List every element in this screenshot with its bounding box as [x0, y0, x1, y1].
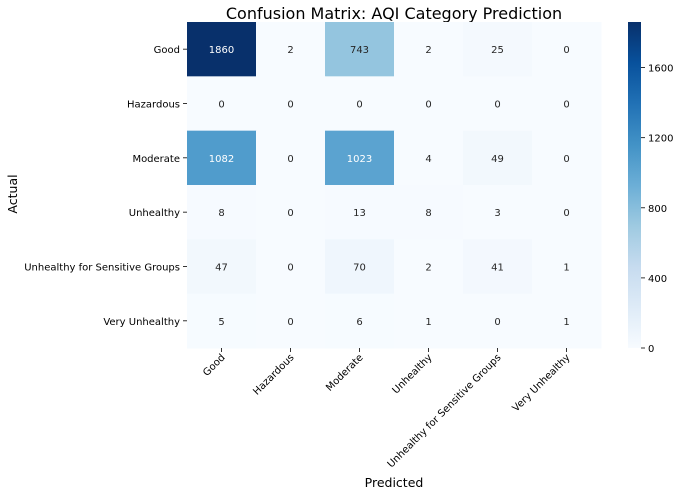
heatmap-cell [532, 239, 602, 295]
y-axis-ticks: Good Hazardous Moderate Unhealthy Unhealthy … [24, 45, 187, 328]
cell-value-label: 0 [287, 208, 293, 219]
cell-value-label: 0 [563, 99, 569, 110]
heatmap-cell [256, 239, 326, 295]
heatmap-cell [394, 239, 464, 295]
heatmap-cell [187, 76, 257, 132]
cell-value-label: 5 [218, 317, 224, 328]
cell-value-label: 1860 [209, 45, 234, 56]
y-tick-label: Moderate [132, 154, 180, 165]
x-tick-label: Hazardous [251, 352, 296, 397]
heatmap-cell [532, 184, 602, 240]
cell-value-label: 0 [287, 262, 293, 273]
cell-value-label: 2 [425, 45, 431, 56]
cell-value-label: 743 [350, 45, 369, 56]
heatmap-cell [187, 293, 257, 349]
heatmap-cell [532, 76, 602, 132]
cell-value-label: 0 [494, 317, 500, 328]
heatmap-cell [463, 184, 533, 240]
cell-value-label: 1 [563, 262, 569, 273]
y-axis-label: Actual [5, 174, 20, 213]
heatmap-cell [463, 76, 533, 132]
x-tick-label: Very Unhealthy [511, 352, 573, 414]
x-tick-label: Moderate [324, 352, 365, 393]
x-tick-label: Good [201, 352, 227, 378]
x-axis-ticks: Good Hazardous Moderate UnhealthyUnhealthy … [201, 347, 573, 470]
cell-value-label: 8 [425, 208, 431, 219]
cell-value-label: 0 [425, 99, 431, 110]
cell-value-label: 25 [491, 45, 504, 56]
cell-value-label: 0 [563, 154, 569, 165]
colorbar-tick-label: 0 [648, 344, 654, 355]
y-tick-label: Good [154, 45, 180, 56]
cell-value-label: 0 [494, 99, 500, 110]
cell-value-label: 0 [287, 99, 293, 110]
heatmap-cell [394, 293, 464, 349]
heatmap-cell [394, 76, 464, 132]
cell-value-label: 2 [425, 262, 431, 273]
heatmap-cell [463, 293, 533, 349]
heatmap-cell [325, 22, 395, 77]
cell-value-label: 0 [287, 317, 293, 328]
cell-value-label: 2 [287, 45, 293, 56]
cell-value-label: 0 [218, 99, 224, 110]
cell-value-label: 0 [563, 45, 569, 56]
x-tick-label: Unhealthy for Sensitive Groups [386, 352, 504, 470]
y-tick-label: Hazardous [127, 99, 180, 110]
heatmap-cell [394, 184, 464, 240]
cell-value-label: 0 [287, 154, 293, 165]
colorbar-ticks: 0 400 800 1200 1600 [641, 64, 673, 355]
y-tick-label: Unhealthy for Sensitive Groups [24, 262, 180, 273]
chart-title: Confusion Matrix: AQI Category Predictio… [226, 4, 562, 23]
heatmap-cells [187, 22, 602, 349]
cell-value-label: 13 [353, 208, 366, 219]
heatmap-cell [256, 76, 326, 132]
heatmap-cell [325, 76, 395, 132]
heatmap-cell [532, 22, 602, 77]
cell-value-label: 8 [218, 208, 224, 219]
colorbar-tick-label: 400 [648, 274, 667, 285]
cell-value-label: 1 [563, 317, 569, 328]
colorbar-tick-label: 1600 [648, 64, 673, 75]
cell-value-label: 70 [353, 262, 366, 273]
heatmap-cell [463, 130, 533, 186]
cell-value-label: 3 [494, 208, 500, 219]
heatmap-cell [325, 293, 395, 349]
colorbar-tick-label: 1200 [648, 134, 673, 145]
heatmap-cell [463, 239, 533, 295]
heatmap-cell [325, 239, 395, 295]
heatmap-cell [463, 22, 533, 77]
heatmap-cell [256, 130, 326, 186]
y-tick-label: Unhealthy [129, 208, 180, 219]
heatmap-cell [394, 22, 464, 77]
heatmap-cell [532, 130, 602, 186]
heatmap-cell [187, 130, 257, 186]
cell-value-label: 6 [356, 317, 362, 328]
colorbar [628, 22, 641, 348]
cell-value-label: 47 [215, 262, 228, 273]
cell-value-label: 1023 [347, 154, 372, 165]
heatmap-cell [256, 293, 326, 349]
x-tick-label: Unhealthy [391, 352, 435, 396]
heatmap-cell [394, 130, 464, 186]
cell-value-label: 0 [563, 208, 569, 219]
heatmap-cell [256, 22, 326, 77]
heatmap-cell [187, 239, 257, 295]
heatmap-cell [187, 22, 257, 77]
cell-value-label: 1082 [209, 154, 234, 165]
heatmap-cell [187, 184, 257, 240]
cell-value-label: 41 [491, 262, 504, 273]
heatmap-cell [325, 130, 395, 186]
cell-value-label: 1 [425, 317, 431, 328]
y-tick-label: Very Unhealthy [103, 317, 180, 328]
cell-value-label: 49 [491, 154, 504, 165]
heatmap-cell [532, 293, 602, 349]
heatmap-cell [325, 184, 395, 240]
colorbar-tick-label: 800 [648, 204, 667, 215]
heatmap-cell [256, 184, 326, 240]
x-axis-label: Predicted [365, 475, 424, 490]
cell-value-label: 0 [356, 99, 362, 110]
cell-value-label: 4 [425, 154, 431, 165]
